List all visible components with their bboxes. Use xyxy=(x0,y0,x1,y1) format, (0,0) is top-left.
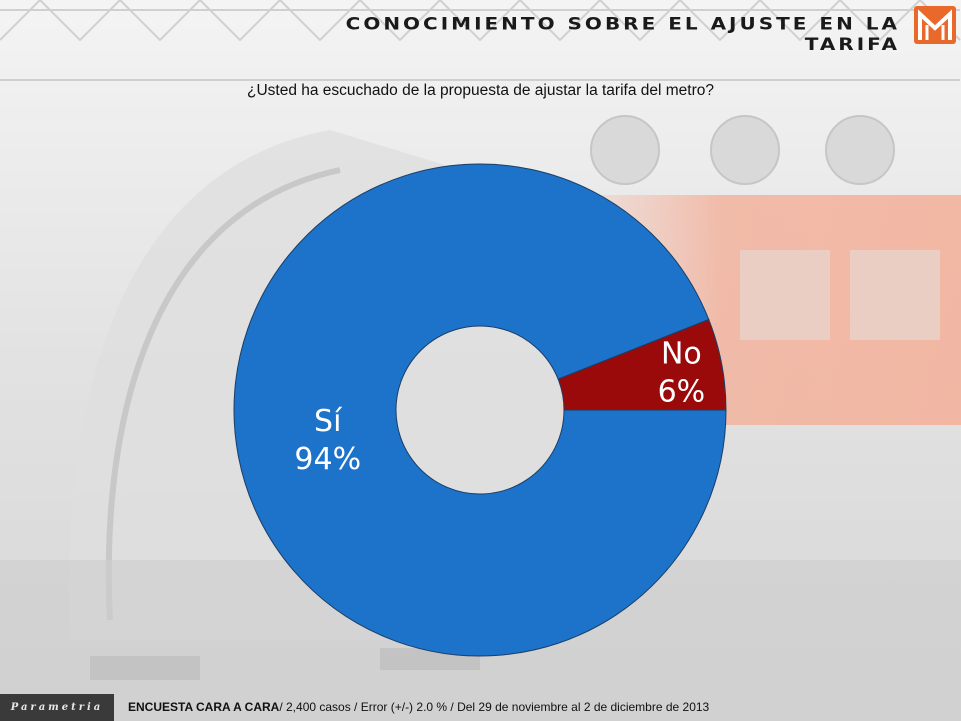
chart-title: ¿Usted ha escuchado de la propuesta de a… xyxy=(247,82,714,99)
label-category-no: No xyxy=(661,337,702,372)
parametria-brand: Parametria xyxy=(0,694,114,721)
label-value-no: 6% xyxy=(658,375,706,410)
metro-logo-icon xyxy=(914,6,956,44)
label-value-si: 94% xyxy=(294,442,361,477)
label-category-si: Sí xyxy=(314,404,343,439)
survey-details: / 2,400 casos / Error (+/-) 2.0 % / Del … xyxy=(279,700,710,714)
survey-footnote: ENCUESTA CARA A CARA/ 2,400 casos / Erro… xyxy=(128,700,709,714)
survey-method: ENCUESTA CARA A CARA xyxy=(128,700,280,714)
slice-si xyxy=(233,163,727,657)
header-title: CONOCIMIENTO SOBRE EL AJUSTE EN LA TARIF… xyxy=(345,13,900,55)
